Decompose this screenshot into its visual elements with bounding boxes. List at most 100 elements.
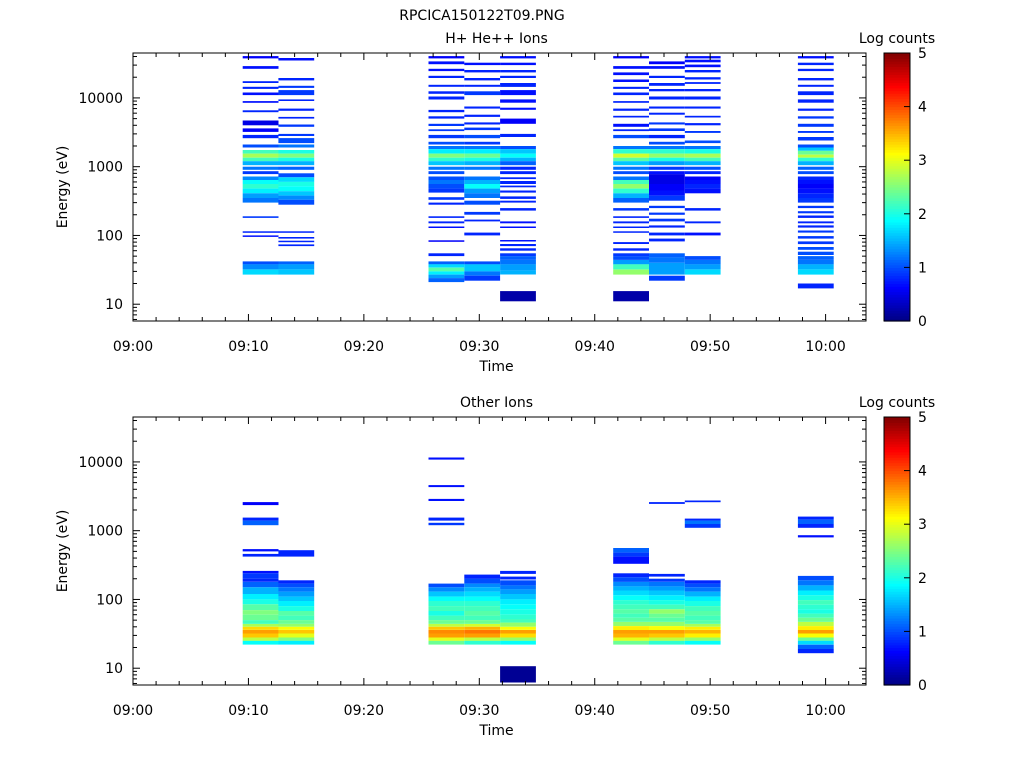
colorbar-swatch: [884, 564, 910, 568]
colorbar-swatch: [884, 280, 910, 285]
heatmap-cell: [500, 640, 536, 645]
heatmap-cell: [500, 90, 536, 96]
heatmap-cell: [428, 153, 465, 158]
heatmap-cell: [613, 242, 649, 244]
heatmap-cell: [649, 106, 685, 109]
heatmap-cell: [649, 212, 685, 215]
heatmap-cell: [278, 244, 315, 247]
heatmap-cell: [500, 585, 536, 590]
colorbar-swatch: [884, 647, 910, 651]
heatmap-cell: [797, 649, 834, 654]
heatmap-cell: [613, 604, 649, 610]
heatmap-cell: [684, 180, 721, 184]
colorbar-swatch: [884, 291, 910, 295]
heatmap-cell: [684, 153, 721, 158]
colorbar-swatch: [884, 588, 910, 592]
heatmap-cell: [242, 101, 279, 103]
colorbar-swatch: [884, 425, 910, 429]
heatmap-cell: [428, 146, 465, 150]
colorbar-swatch: [884, 419, 910, 423]
heatmap-cell: [428, 630, 465, 634]
heatmap-cell: [797, 622, 834, 627]
colorbar-swatch: [884, 473, 910, 477]
heatmap-cell: [464, 615, 501, 621]
heatmap-cell: [464, 587, 501, 592]
heatmap-cell: [464, 141, 501, 145]
colorbar-swatch: [884, 443, 910, 448]
colorbar-swatch: [884, 642, 910, 646]
heatmap-cell: [684, 626, 721, 630]
colorbar-swatch: [884, 668, 910, 673]
heatmap-cell: [464, 91, 501, 96]
heatmap-cell: [278, 138, 315, 144]
colorbar-swatch: [884, 296, 910, 301]
colorbar-swatch: [884, 227, 910, 231]
heatmap-cell: [613, 123, 649, 127]
colorbar-swatch: [884, 237, 910, 242]
heatmap-cell: [278, 58, 315, 61]
heatmap-cell: [464, 114, 501, 117]
colorbar-swatch: [884, 674, 910, 678]
heatmap-cell: [797, 241, 834, 245]
heatmap-cell: [649, 626, 685, 630]
heatmap-cell: [684, 500, 721, 503]
heatmap-cell: [684, 520, 721, 524]
x-axis-label: Time: [478, 359, 513, 375]
heatmap-cell: [684, 611, 721, 616]
heatmap-cell: [613, 248, 649, 251]
heatmap-cell: [242, 134, 279, 139]
heatmap-cell: [684, 77, 721, 80]
heatmap-cell: [649, 157, 685, 162]
heatmap-cell: [500, 56, 536, 59]
colorbar-swatch: [884, 481, 910, 485]
heatmap-cell: [684, 630, 721, 634]
heatmap-cell: [242, 520, 279, 526]
heatmap-cell: [242, 184, 279, 189]
heatmap-cell: [242, 604, 279, 611]
colorbar-swatch: [884, 671, 910, 675]
colorbar-swatch: [884, 580, 910, 584]
colorbar-swatch: [884, 77, 910, 81]
colorbar-swatch: [884, 55, 910, 59]
colorbar-swatch: [884, 58, 910, 62]
heatmap-cell: [649, 161, 685, 166]
heatmap-cell: [797, 524, 834, 528]
colorbar-swatch: [884, 462, 910, 466]
heatmap-cell: [684, 70, 721, 73]
colorbar-swatch: [884, 133, 910, 137]
colorbar-swatch: [884, 467, 910, 472]
heatmap-cells: [242, 56, 834, 302]
heatmap-cell: [684, 591, 721, 597]
heatmap-cell: [684, 115, 721, 118]
heatmap-cell: [242, 235, 279, 237]
heatmap-cell: [500, 181, 536, 184]
heatmap-cell: [428, 68, 465, 72]
heatmap-cell: [684, 624, 721, 627]
heatmap-cell: [684, 89, 721, 92]
heatmap-cell: [684, 587, 721, 592]
heatmap-cell: [500, 208, 536, 211]
heatmap-cell: [649, 609, 685, 614]
heatmap-cell: [500, 133, 536, 137]
heatmap-cell: [797, 215, 834, 218]
colorbar-swatch: [884, 106, 910, 110]
colorbar-swatch: [884, 192, 910, 196]
heatmap-cell: [278, 99, 315, 101]
heatmap-cell: [242, 502, 279, 506]
heatmap-cell: [464, 153, 501, 158]
heatmap-cell: [242, 637, 279, 641]
colorbar-swatch: [884, 275, 910, 279]
heatmap-cell: [500, 200, 536, 203]
colorbar-swatch: [884, 138, 910, 143]
heatmap-cell: [242, 599, 279, 605]
heatmap-cell: [797, 137, 834, 141]
colorbar-swatch: [884, 149, 910, 153]
colorbar-tick-label: 0: [918, 314, 927, 330]
heatmap-cell: [797, 609, 834, 614]
heatmap-cell: [464, 149, 501, 154]
heatmap-cell: [613, 609, 649, 614]
heatmap-cell: [684, 161, 721, 166]
heatmap-cell: [684, 615, 721, 621]
colorbar-swatch: [884, 502, 910, 507]
colorbar-swatch: [884, 682, 910, 686]
